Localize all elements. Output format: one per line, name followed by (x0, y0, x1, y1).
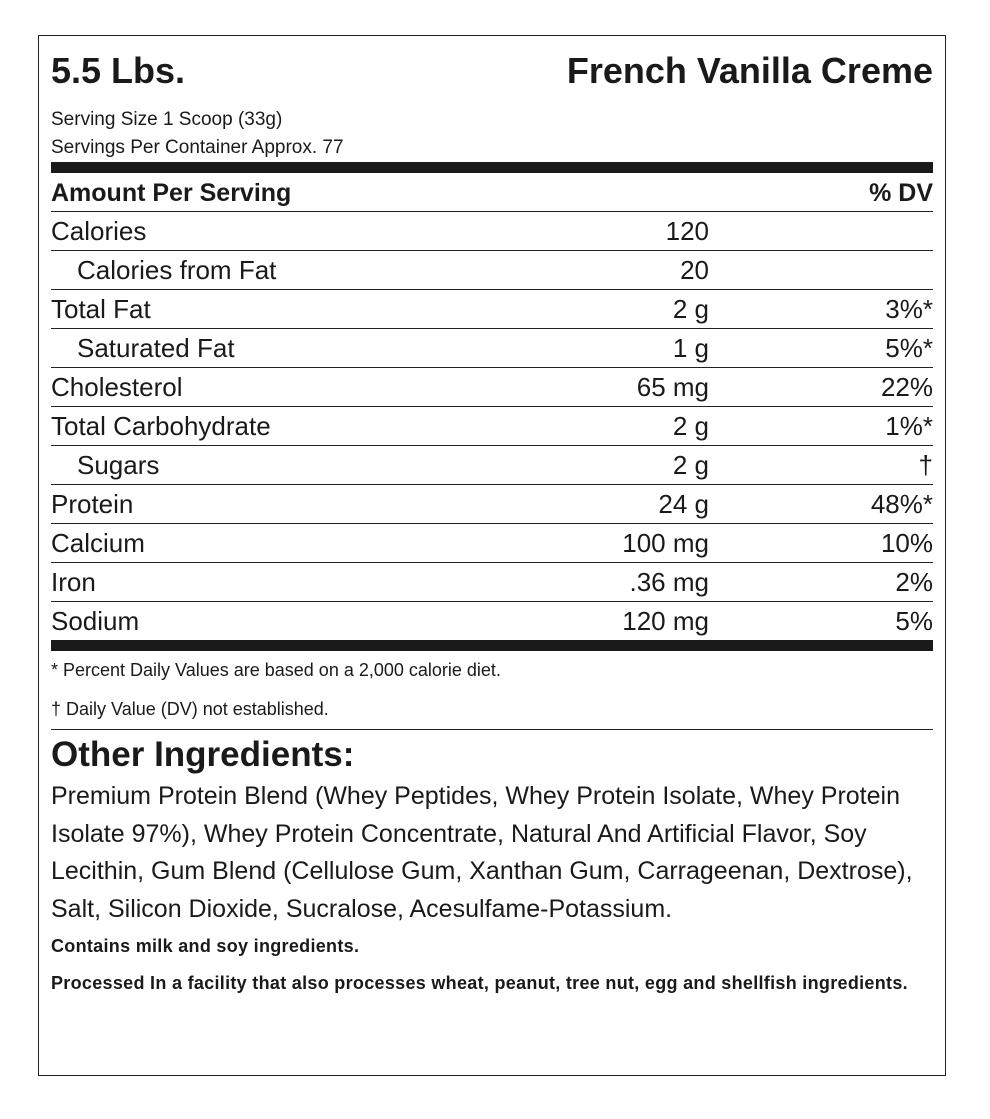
nutrient-amount: 65 mg (636, 372, 709, 402)
nutrient-name: Sugars (77, 450, 160, 480)
nutrient-dv: 48%* (870, 489, 933, 519)
ingredients-text: Premium Protein Blend (Whey Peptides, Wh… (51, 782, 913, 923)
footnote-dagger: † Daily Value (DV) not established. (51, 690, 933, 730)
nutrient-rows: Calories 120 Calories from Fat 20 Total Fat 2… (51, 212, 933, 640)
nutrient-row: Total Fat 2 g 3%* (51, 290, 933, 329)
divider-thick (51, 162, 933, 173)
ingredients-title: Other Ingredients: (51, 735, 355, 774)
container-size: 5.5 Lbs. (51, 50, 186, 91)
nutrient-name: Protein (51, 489, 134, 519)
dv-header: % DV (869, 179, 933, 207)
nutrient-dv: 1%* (885, 411, 933, 441)
nutrient-dv: 5% (895, 606, 933, 636)
nutrition-label: 5.5 Lbs. French Vanilla Creme Serving Si… (38, 35, 946, 1076)
amount-per-serving-label: Amount Per Serving (51, 179, 292, 207)
nutrient-amount: .36 mg (629, 567, 710, 597)
nutrient-amount: 2 g (672, 450, 709, 480)
nutrient-name: Cholesterol (51, 372, 183, 402)
nutrient-dv: 22% (880, 372, 933, 402)
nutrient-dv: 5%* (885, 333, 933, 363)
nutrient-dv: 3%* (885, 294, 933, 324)
table-header: Amount Per Serving % DV (51, 173, 933, 212)
nutrient-row: Iron .36 mg 2% (51, 563, 933, 602)
nutrient-name: Total Fat (51, 294, 151, 324)
nutrient-row: Sodium 120 mg 5% (51, 602, 933, 640)
facility-warning: Processed In a facility that also proces… (51, 973, 908, 993)
nutrient-row: Saturated Fat 1 g 5%* (51, 329, 933, 368)
serving-size: Serving Size 1 Scoop (33g) (51, 109, 283, 130)
nutrient-amount: 20 (680, 255, 709, 285)
divider-thick (51, 640, 933, 651)
nutrient-row: Total Carbohydrate 2 g 1%* (51, 407, 933, 446)
nutrient-amount: 2 g (672, 411, 709, 441)
servings-per-container: Servings Per Container Approx. 77 (51, 137, 344, 158)
nutrient-name: Iron (51, 567, 96, 597)
nutrient-name: Calories from Fat (77, 255, 277, 285)
nutrient-row: Calcium 100 mg 10% (51, 524, 933, 563)
nutrient-name: Calories (51, 216, 147, 246)
nutrient-row: Protein 24 g 48%* (51, 485, 933, 524)
nutrient-dv: 2% (895, 567, 933, 597)
label-header: 5.5 Lbs. French Vanilla Creme (51, 36, 933, 106)
nutrient-name: Saturated Fat (77, 333, 235, 363)
nutrient-dv: 10% (880, 528, 933, 558)
nutrient-dv: † (918, 450, 933, 480)
nutrient-name: Calcium (51, 528, 145, 558)
nutrient-amount: 100 mg (622, 528, 709, 558)
flavor-name: French Vanilla Creme (566, 50, 933, 91)
nutrient-name: Sodium (51, 606, 140, 636)
nutrient-amount: 120 mg (622, 606, 709, 636)
nutrient-amount: 24 g (658, 489, 709, 519)
nutrient-amount: 1 g (672, 333, 709, 363)
nutrient-row: Cholesterol 65 mg 22% (51, 368, 933, 407)
nutrient-amount: 120 (665, 216, 709, 246)
nutrient-row: Sugars 2 g † (51, 446, 933, 485)
nutrient-amount: 2 g (672, 294, 709, 324)
nutrient-row: Calories from Fat 20 (51, 251, 933, 290)
allergen-contains: Contains milk and soy ingredients. (51, 936, 360, 956)
footnote-percent: * Percent Daily Values are based on a 2,… (51, 660, 501, 680)
nutrient-row: Calories 120 (51, 212, 933, 251)
nutrient-name: Total Carbohydrate (51, 411, 271, 441)
